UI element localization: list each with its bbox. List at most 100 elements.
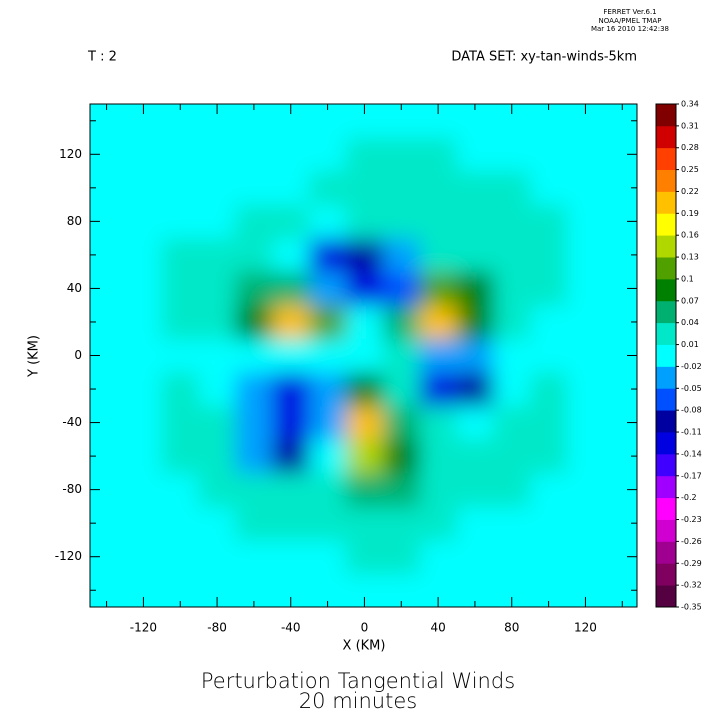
heatmap-cell-smooth xyxy=(530,305,568,340)
colorbar-band xyxy=(656,410,676,433)
heatmap-cell-smooth xyxy=(309,472,347,507)
heatmap-cell-smooth xyxy=(419,506,458,541)
heatmap-cell-smooth xyxy=(309,271,347,306)
heatmap-cell-smooth xyxy=(272,472,310,507)
program-label: FERRET Ver.6.1 xyxy=(603,8,656,16)
heatmap-cell-smooth xyxy=(567,405,605,440)
heatmap-cell-smooth xyxy=(309,338,347,373)
colorbar-label: -0.32 xyxy=(681,581,702,590)
heatmap-cell-smooth xyxy=(235,204,273,239)
y-tick-label: 0 xyxy=(74,348,82,362)
colorbar-label: -0.11 xyxy=(681,428,702,437)
heatmap-cell-smooth xyxy=(272,539,310,574)
heatmap-cell-smooth xyxy=(346,439,384,474)
colorbar-label: 0.07 xyxy=(681,296,699,305)
heatmap-cell-smooth xyxy=(272,305,310,340)
heatmap-cell-smooth xyxy=(272,338,310,373)
heatmap-cell-smooth xyxy=(493,506,531,541)
heatmap-cell-smooth xyxy=(309,405,347,440)
heatmap-cell-smooth xyxy=(382,472,421,507)
heatmap-cell-smooth xyxy=(456,271,494,306)
heatmap-cell-smooth xyxy=(567,171,605,206)
heatmap-cell-smooth xyxy=(382,171,421,206)
heatmap-cell-smooth xyxy=(161,137,200,172)
heatmap-cell-smooth xyxy=(235,305,273,340)
colorbar-band xyxy=(656,257,676,280)
heatmap-cell-smooth xyxy=(272,238,310,273)
heatmap-cell-smooth xyxy=(419,439,458,474)
heatmap-cell-smooth xyxy=(272,204,310,239)
heatmap-cell-smooth xyxy=(235,238,273,273)
heatmap-cell-smooth xyxy=(456,439,494,474)
heatmap-cell-smooth xyxy=(493,338,531,373)
x-tick-label: 0 xyxy=(361,621,369,635)
heatmap-cell-smooth xyxy=(419,271,458,306)
heatmap-cell-smooth xyxy=(235,539,273,574)
time-label: T : 2 xyxy=(87,50,117,65)
heatmap-cell-smooth xyxy=(493,405,531,440)
heatmap-cell-smooth xyxy=(456,137,494,172)
heatmap-cell-smooth xyxy=(456,204,494,239)
timestamp-label: Mar 16 2010 12:42:38 xyxy=(591,25,669,33)
heatmap-cell-smooth xyxy=(382,338,421,373)
heatmap-cell-smooth xyxy=(567,506,605,541)
heatmap-cell-smooth xyxy=(419,472,458,507)
heatmap-cell-smooth xyxy=(382,506,421,541)
heatmap-cell-smooth xyxy=(530,539,568,574)
heatmap-cell-smooth xyxy=(493,305,531,340)
heatmap-cell-smooth xyxy=(567,305,605,340)
heatmap xyxy=(90,104,637,607)
heatmap-cell-smooth xyxy=(346,137,384,172)
heatmap-cell-smooth xyxy=(530,271,568,306)
heatmap-cell-smooth xyxy=(382,405,421,440)
heatmap-cell-smooth xyxy=(346,338,384,373)
heatmap-cell-smooth xyxy=(309,171,347,206)
heatmap-cell-smooth xyxy=(272,372,310,407)
colorbar-band xyxy=(656,453,676,477)
heatmap-cell-smooth xyxy=(124,204,163,239)
heatmap-cell-smooth xyxy=(309,372,347,407)
heatmap-cell-smooth xyxy=(124,506,163,541)
heatmap-cell-smooth xyxy=(198,439,236,474)
heatmap-cell-smooth xyxy=(161,472,200,507)
x-tick-label: -40 xyxy=(281,621,301,635)
heatmap-cell-smooth xyxy=(346,472,384,507)
heatmap-cell-smooth xyxy=(567,238,605,273)
y-tick-label: 40 xyxy=(67,281,82,295)
heatmap-cell-smooth xyxy=(456,472,494,507)
heatmap-cell-smooth xyxy=(272,171,310,206)
lab-label: NOAA/PMEL TMAP xyxy=(599,17,662,25)
colorbar-label: -0.08 xyxy=(681,406,702,415)
heatmap-cell-smooth xyxy=(198,171,236,206)
heatmap-cell-smooth xyxy=(272,137,310,172)
colorbar-label: -0.29 xyxy=(681,559,702,568)
heatmap-cell-smooth xyxy=(456,506,494,541)
colorbar-label: -0.14 xyxy=(681,449,702,458)
heatmap-cell-smooth xyxy=(493,439,531,474)
heatmap-cell-smooth xyxy=(456,405,494,440)
heatmap-cell-smooth xyxy=(419,405,458,440)
heatmap-cell-smooth xyxy=(235,405,273,440)
heatmap-cell-smooth xyxy=(567,372,605,407)
heatmap-cell-smooth xyxy=(161,372,200,407)
colorbar-band xyxy=(656,147,676,171)
heatmap-cell-smooth xyxy=(124,137,163,172)
colorbar-label: -0.05 xyxy=(681,384,702,393)
colorbar-label: 0.04 xyxy=(681,318,699,327)
colorbar-label: 0.28 xyxy=(681,143,699,152)
colorbar-band xyxy=(656,344,676,367)
heatmap-cell-smooth xyxy=(530,171,568,206)
colorbar-label: -0.02 xyxy=(681,362,702,371)
colorbar-band xyxy=(656,300,676,324)
heatmap-cell-smooth xyxy=(493,204,531,239)
colorbar-label: -0.23 xyxy=(681,515,702,524)
heatmap-cell-smooth xyxy=(235,338,273,373)
heatmap-cell-smooth xyxy=(567,137,605,172)
heatmap-cell-smooth xyxy=(235,171,273,206)
x-tick-label: -80 xyxy=(207,621,227,635)
heatmap-cell-smooth xyxy=(198,405,236,440)
dataset-label: DATA SET: xy-tan-winds-5km xyxy=(451,50,637,65)
heatmap-cell-smooth xyxy=(530,137,568,172)
heatmap-cell-smooth xyxy=(272,506,310,541)
